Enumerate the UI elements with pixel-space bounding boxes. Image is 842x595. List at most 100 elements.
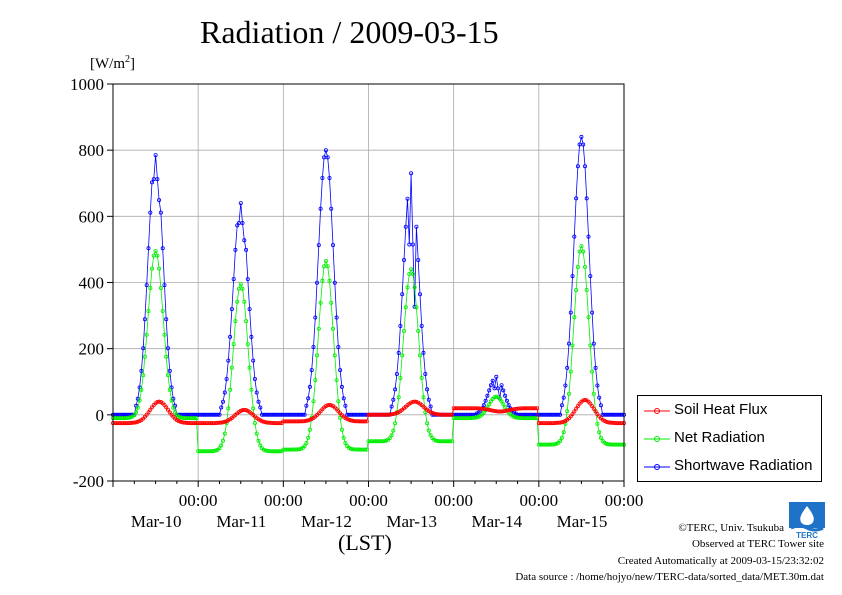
data-point bbox=[254, 390, 259, 395]
data-point bbox=[391, 397, 396, 402]
data-point bbox=[400, 353, 405, 358]
data-point bbox=[313, 315, 318, 320]
data-point bbox=[522, 406, 527, 411]
data-point bbox=[545, 442, 550, 447]
data-point bbox=[398, 323, 403, 328]
data-point bbox=[165, 346, 170, 351]
data-point bbox=[164, 317, 169, 322]
data-point bbox=[228, 387, 233, 392]
data-point bbox=[384, 412, 389, 417]
data-point bbox=[167, 387, 172, 392]
data-point bbox=[242, 407, 247, 412]
data-point bbox=[343, 403, 348, 408]
data-point bbox=[128, 420, 133, 425]
data-point bbox=[219, 443, 224, 448]
data-point bbox=[524, 406, 529, 411]
data-point bbox=[535, 416, 540, 421]
data-point bbox=[219, 420, 224, 425]
data-point bbox=[426, 428, 431, 433]
data-point bbox=[142, 317, 147, 322]
data-point bbox=[485, 393, 490, 398]
data-point bbox=[144, 283, 149, 288]
data-point bbox=[332, 353, 337, 358]
data-point bbox=[423, 410, 428, 415]
data-point bbox=[467, 416, 472, 421]
data-point bbox=[158, 210, 163, 215]
data-point bbox=[300, 412, 305, 417]
data-point bbox=[222, 431, 227, 436]
data-point bbox=[146, 410, 151, 415]
data-point bbox=[515, 415, 520, 420]
data-point bbox=[588, 343, 593, 348]
data-point bbox=[240, 286, 245, 291]
data-point bbox=[251, 358, 256, 363]
data-point bbox=[472, 415, 477, 420]
data-point bbox=[423, 371, 428, 376]
credit-source: Data source : /home/hojyo/new/TERC-data/… bbox=[515, 571, 824, 583]
data-point bbox=[343, 440, 348, 445]
data-point bbox=[247, 307, 252, 312]
legend-label: Net Radiation bbox=[674, 429, 765, 446]
data-point bbox=[581, 142, 586, 147]
data-point bbox=[591, 391, 596, 396]
data-point bbox=[229, 307, 234, 312]
data-point bbox=[581, 249, 586, 254]
data-point bbox=[217, 446, 222, 451]
data-point bbox=[403, 305, 408, 310]
data-point bbox=[401, 257, 406, 262]
data-point bbox=[433, 411, 438, 416]
data-point bbox=[316, 243, 321, 248]
data-point bbox=[336, 399, 341, 404]
data-point bbox=[485, 407, 490, 412]
data-point bbox=[297, 419, 302, 424]
data-point bbox=[259, 419, 264, 424]
data-point bbox=[121, 416, 126, 421]
data-point bbox=[226, 358, 231, 363]
data-point bbox=[474, 406, 479, 411]
data-point bbox=[339, 384, 344, 389]
data-point bbox=[414, 399, 419, 404]
data-point bbox=[499, 383, 504, 388]
data-point bbox=[467, 406, 472, 411]
data-point bbox=[535, 406, 540, 411]
data-point bbox=[409, 267, 414, 272]
data-point bbox=[352, 447, 357, 452]
x-tick-label-date: Mar-11 bbox=[216, 512, 266, 531]
data-point bbox=[495, 386, 500, 391]
credit-created: Created Automatically at 2009-03-15/23:3… bbox=[617, 555, 824, 567]
x-tick-label-time: 00:00 bbox=[264, 491, 303, 510]
data-point bbox=[336, 344, 341, 349]
data-point bbox=[302, 419, 307, 424]
data-point bbox=[329, 206, 334, 211]
x-tick-label-date: Mar-12 bbox=[301, 512, 352, 531]
data-point bbox=[141, 346, 146, 351]
data-point bbox=[245, 277, 250, 282]
data-point bbox=[501, 402, 506, 407]
data-point bbox=[487, 402, 492, 407]
data-point bbox=[339, 427, 344, 432]
data-point bbox=[387, 436, 392, 441]
data-point bbox=[213, 420, 218, 425]
data-point bbox=[320, 175, 325, 180]
data-point bbox=[224, 376, 229, 381]
data-point bbox=[426, 397, 431, 402]
data-point bbox=[320, 278, 325, 283]
data-point bbox=[517, 406, 522, 411]
x-tick-label-time: 00:00 bbox=[605, 491, 644, 510]
data-point bbox=[228, 334, 233, 339]
data-point bbox=[132, 420, 137, 425]
data-point bbox=[389, 404, 394, 409]
data-point bbox=[409, 171, 414, 176]
data-point bbox=[137, 398, 142, 403]
data-point bbox=[504, 398, 509, 403]
data-point bbox=[307, 427, 312, 432]
data-point bbox=[235, 299, 240, 304]
data-point bbox=[579, 244, 584, 249]
data-point bbox=[153, 153, 158, 158]
data-point bbox=[476, 406, 481, 411]
data-point bbox=[160, 308, 165, 313]
data-point bbox=[158, 285, 163, 290]
data-point bbox=[396, 395, 401, 400]
data-point bbox=[130, 420, 135, 425]
